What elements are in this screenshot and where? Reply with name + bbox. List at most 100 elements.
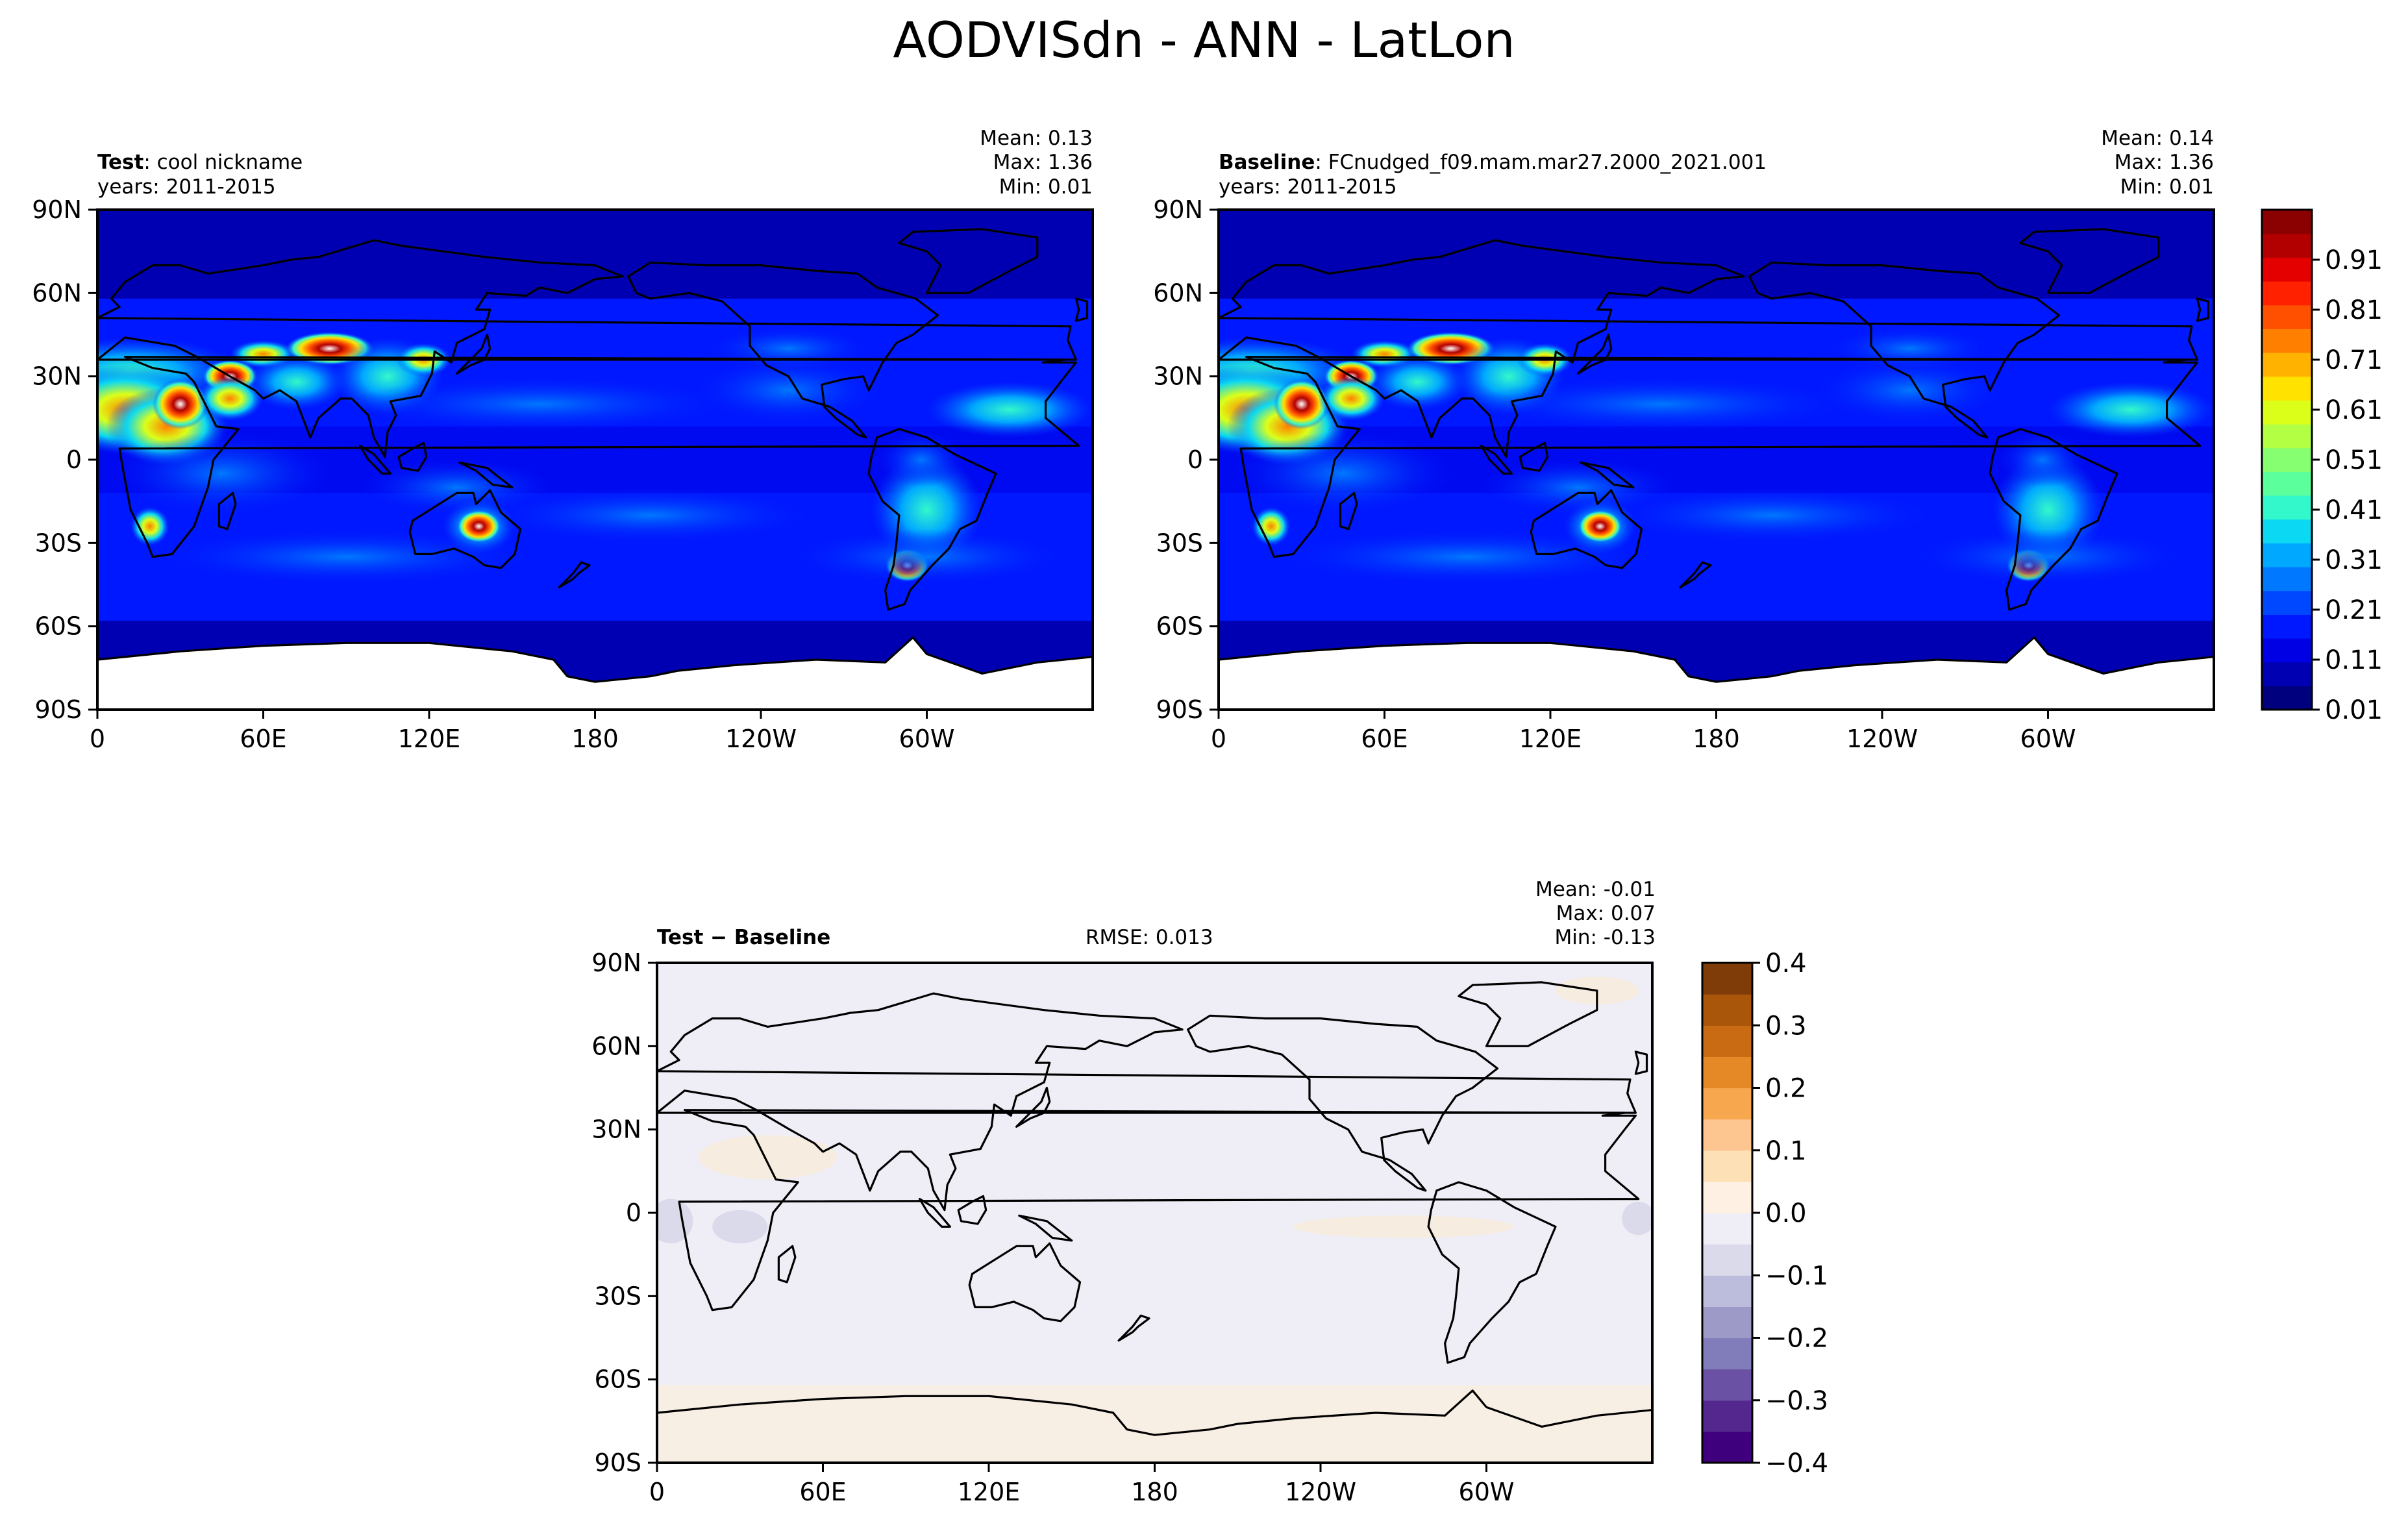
aerosol-plume [1274,528,1661,585]
aerosol-plume [1909,528,2187,585]
coastline-newguinea [1580,461,1635,489]
panel-baseline-max: Max: 1.36 [2114,151,2214,174]
colorbar-swatch [1702,1181,1752,1213]
lon-tick-label: 180 [1131,1478,1178,1506]
colorbar-swatch [1702,1369,1752,1401]
lon-tick-label: 60W [2020,725,2076,753]
panel-test-mean: Mean: 0.13 [980,127,1093,150]
lat-tick-label: 30S [35,528,82,557]
colorbar-tick-label: 0.3 [1765,1011,1807,1041]
colorbar-swatch [1702,1213,1752,1245]
colorbar-swatch [2262,614,2312,639]
aerosol-plume [1998,432,2087,488]
lat-tick-label: 60N [591,1032,641,1060]
aerosol-plume [705,326,872,371]
colorbar-tick-label: −0.3 [1765,1386,1828,1416]
colorbar-tick-label: −0.4 [1765,1448,1828,1478]
colorbar-swatch [2262,638,2312,663]
aerosol-plume [360,460,554,516]
lon-tick-label: 60W [899,725,955,753]
panel-baseline-label: Baseline: FCnudged_f09.mam.mar27.2000_20… [1219,151,1767,174]
colorbar-swatch [2262,210,2312,234]
lon-tick-label: 0 [90,725,105,753]
colorbar-swatch [2262,329,2312,353]
colorbar-tick-label: 0.51 [2325,445,2383,475]
panel-test-years: years: 2011-2015 [97,175,276,199]
figure-title: AODVISdn - ANN - LatLon [893,11,1515,69]
aerosol-plume [1481,460,1675,516]
aerosol-plume [1606,487,1938,543]
coastline-newguinea [1018,1214,1073,1242]
aerosol-plume [1826,326,1993,371]
coastline-africa [678,1109,1640,1311]
coastline-greenland [2019,228,2160,294]
lon-tick-label: 120E [398,725,461,753]
aerosol-plume [484,487,817,543]
coastline-namerica [1748,261,2061,439]
colorbar-swatch [2262,686,2312,710]
lat-tick-label: 90N [1153,195,1203,224]
aerosol-plume [153,528,540,585]
colorbar-swatch [1702,1275,1752,1307]
lon-tick-label: 180 [1693,725,1740,753]
aerosol-plume [2048,382,2214,438]
colorbar-swatch [2262,233,2312,258]
lon-tick-label: 60W [1459,1478,1515,1506]
lon-tick-label: 120W [725,725,797,753]
panel-test-max: Max: 1.36 [993,151,1093,174]
map-panel-test: 0 60E 120E 180 120W 60W 90N 60N 30N 0 30S 60S 90S [32,195,1094,753]
colorbar-tick-label: 0.31 [2325,545,2383,575]
coastline-newguinea [458,461,514,489]
lon-tick-label: 60E [799,1478,846,1506]
panel-baseline-min: Min: 0.01 [2120,175,2214,199]
coastline-samerica [1427,1181,1557,1364]
difference-patch [1622,1201,1652,1236]
colorbar-swatch [2262,376,2312,401]
colorbar-swatch [2262,400,2312,425]
colorbar-swatch [2262,471,2312,496]
coastline-borneo [397,441,428,472]
map-panel-baseline: 0 60E 120E 180 120W 60W 90N 60N 30N 0 30S 60S 90S [1153,195,2215,753]
colorbar-tick-label: 0.81 [2325,295,2383,325]
colorbar-swatch [1702,1431,1752,1463]
panel-test-label: Test: cool nickname [97,151,303,174]
coastline-uk [1074,297,1089,322]
colorbar-swatch [2262,567,2312,591]
lat-tick-label: 60S [595,1365,641,1394]
colorbar-tick-label: 0.71 [2325,345,2383,375]
lat-tick-label: 90N [32,195,82,224]
aerosol-plume [1467,376,1855,432]
coastline-namerica [1187,1014,1499,1192]
coastline-nz [1117,1314,1150,1342]
colorbar-main: 0.91 0.81 0.71 0.61 0.51 0.41 0.31 0.21 0.11 0.01 [2261,208,2383,725]
aerosol-plume [1318,376,1385,421]
aerosol-plume [197,376,264,421]
coastline-samerica [1989,428,2118,611]
lat-tick-label: 0 [66,445,82,474]
lat-tick-label: 30N [591,1115,641,1144]
colorbar-tick-label: 0.21 [2325,595,2383,625]
colorbar-swatch [2262,424,2312,449]
panel-diff-mean: Mean: -0.01 [1535,878,1656,901]
coastline-eurasia [657,992,1637,1212]
coastline-nz [1679,561,1712,589]
colorbar-swatch [1702,1244,1752,1276]
colorbar-swatch [1702,963,1752,995]
colorbar-tick-label: 0.91 [2325,245,2383,275]
aerosol-plume [346,376,734,432]
lat-tick-label: 90N [591,949,641,977]
colorbar-tick-label: 0.41 [2325,495,2383,525]
lat-tick-label: 90S [595,1448,641,1477]
colorbar-swatch [2262,447,2312,472]
colorbar-swatch [2262,305,2312,329]
panel-diff-rmse: RMSE: 0.013 [1086,926,1213,949]
colorbar-swatch [1702,1088,1752,1120]
colorbar-swatch [1702,1150,1752,1182]
coastline-uk [2196,297,2210,322]
lat-tick-label: 0 [626,1199,641,1227]
coastline-madagascar [1339,491,1358,530]
panel-diff-min: Min: -0.13 [1554,926,1656,949]
coastline-madagascar [217,491,237,530]
